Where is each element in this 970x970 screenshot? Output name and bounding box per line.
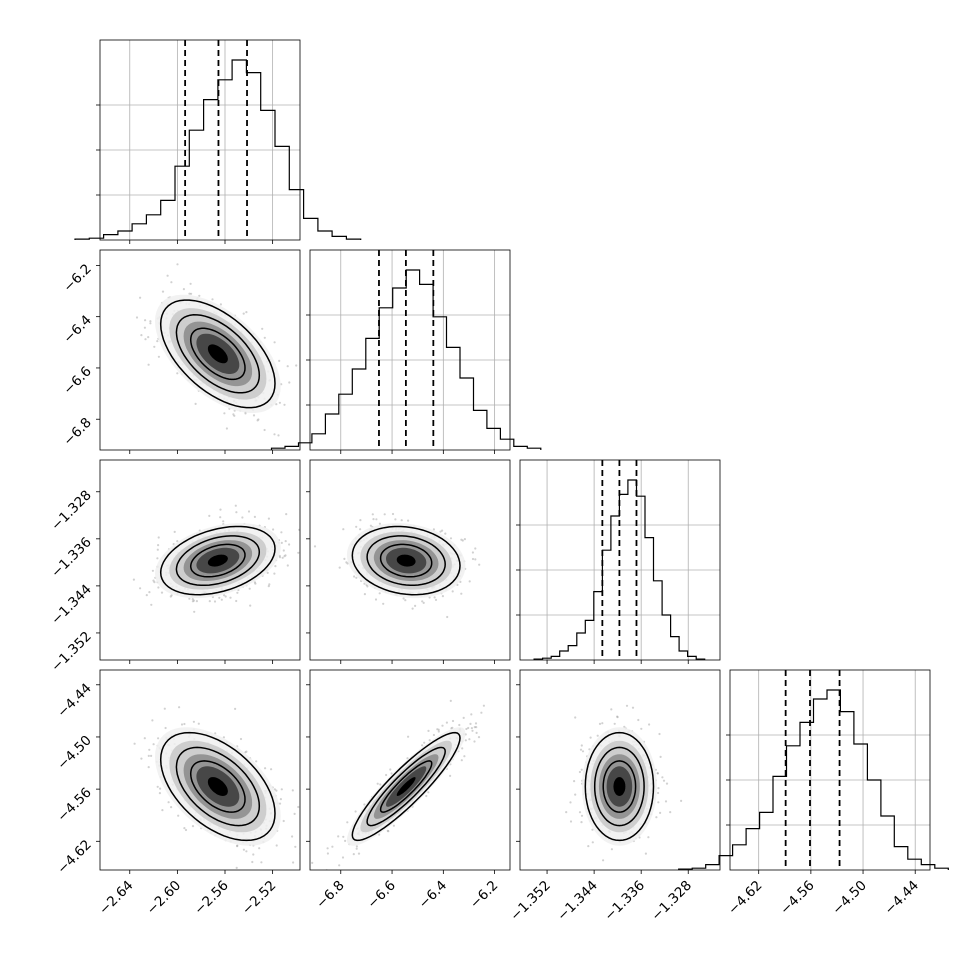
y-tick-label-3-1: −4.56 bbox=[54, 785, 95, 826]
scatter-panel-2-0 bbox=[99, 459, 301, 661]
contour-3-0-2 bbox=[189, 760, 246, 813]
y-tick-label-1-3: −6.2 bbox=[60, 261, 94, 295]
contour-2-0-1 bbox=[175, 535, 261, 587]
x-tick-label-1-2: −6.4 bbox=[416, 878, 450, 912]
x-tick-label-1-3: −6.2 bbox=[467, 878, 501, 912]
y-tick-label-2-0: −1.352 bbox=[48, 628, 95, 675]
x-tick-label-3-0: −4.62 bbox=[725, 878, 766, 919]
contour-2-0-0 bbox=[159, 525, 276, 596]
hist-panel-1 bbox=[270, 249, 542, 451]
hist-frame-3 bbox=[729, 669, 931, 871]
contour-3-2-2 bbox=[602, 760, 637, 813]
y-tick-label-1-1: −6.6 bbox=[60, 363, 94, 397]
histogram-1 bbox=[270, 269, 542, 450]
scatter-frame-2-0 bbox=[99, 459, 301, 661]
y-tick-label-1-2: −6.4 bbox=[60, 312, 94, 346]
contour-3-2-1 bbox=[593, 746, 645, 827]
hist-frame-1 bbox=[309, 249, 511, 451]
y-tick-label-3-0: −4.62 bbox=[54, 837, 95, 878]
contour-3-0-0 bbox=[159, 731, 276, 842]
contour-2-1-2 bbox=[379, 543, 433, 578]
x-tick-label-2-0: −1.352 bbox=[507, 878, 554, 925]
scatter-frame-3-1 bbox=[309, 669, 511, 871]
contour-1-0-0 bbox=[159, 299, 276, 409]
scatter-frame-1-0 bbox=[99, 249, 301, 451]
scatter-frame-2-1 bbox=[309, 459, 511, 661]
contour-3-1-1 bbox=[366, 746, 446, 827]
contour-3-2-0 bbox=[584, 731, 655, 842]
contour-3-1-0 bbox=[351, 731, 461, 842]
y-tick-label-2-2: −1.336 bbox=[48, 534, 95, 581]
x-tick-label-0-1: −2.60 bbox=[144, 878, 185, 919]
scatter-panel-2-1 bbox=[309, 459, 511, 661]
hist-panel-2 bbox=[516, 459, 721, 661]
x-tick-label-0-3: −2.52 bbox=[239, 878, 280, 919]
x-tick-label-3-3: −4.44 bbox=[881, 878, 922, 919]
x-tick-label-0-0: −2.64 bbox=[96, 878, 137, 919]
y-tick-label-2-3: −1.328 bbox=[48, 487, 95, 534]
x-tick-label-3-2: −4.50 bbox=[829, 878, 870, 919]
x-tick-label-2-1: −1.344 bbox=[554, 878, 601, 925]
scatter-frame-3-0 bbox=[99, 669, 301, 871]
hist-frame-2 bbox=[519, 459, 721, 661]
histogram-0 bbox=[74, 59, 362, 240]
scatter-frame-3-2 bbox=[519, 669, 721, 871]
x-tick-label-0-2: −2.56 bbox=[191, 878, 232, 919]
contour-1-0-1 bbox=[175, 314, 261, 394]
contour-1-0-2 bbox=[189, 327, 246, 381]
contour-2-1-0 bbox=[351, 525, 461, 596]
contour-3-1-2 bbox=[379, 760, 433, 813]
scatter-panel-3-0 bbox=[99, 669, 301, 871]
x-tick-label-2-3: −1.328 bbox=[648, 878, 695, 925]
x-tick-label-1-0: −6.8 bbox=[313, 878, 347, 912]
y-tick-label-1-0: −6.8 bbox=[60, 415, 94, 449]
hist-frame-0 bbox=[99, 39, 301, 241]
contour-2-1-1 bbox=[366, 535, 446, 587]
histogram-3 bbox=[678, 689, 949, 870]
contour-3-0-1 bbox=[175, 746, 261, 827]
scatter-panel-3-2 bbox=[519, 669, 721, 871]
hist-panel-3 bbox=[678, 669, 949, 871]
y-tick-label-3-3: −4.44 bbox=[54, 680, 95, 721]
x-tick-label-1-1: −6.6 bbox=[364, 878, 398, 912]
y-tick-label-3-2: −4.50 bbox=[54, 732, 95, 773]
contour-2-0-2 bbox=[189, 543, 246, 578]
scatter-panel-1-0 bbox=[99, 249, 301, 451]
x-tick-label-3-1: −4.56 bbox=[777, 878, 818, 919]
hist-panel-0 bbox=[74, 39, 362, 241]
y-tick-label-2-1: −1.344 bbox=[48, 581, 95, 628]
x-tick-label-2-2: −1.336 bbox=[601, 878, 648, 925]
scatter-panel-3-1 bbox=[309, 669, 511, 871]
